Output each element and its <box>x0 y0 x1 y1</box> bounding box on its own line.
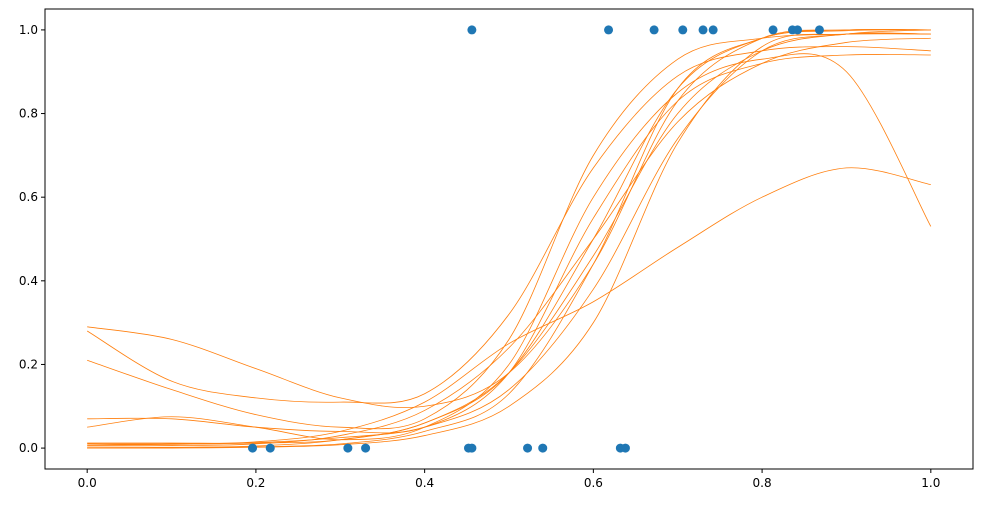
axes-frame <box>44 8 974 470</box>
y-tick-label: 0.6 <box>19 190 38 204</box>
data-point-6 <box>467 443 477 453</box>
data-point-1 <box>248 443 258 453</box>
curve-line-12 <box>87 29 931 446</box>
data-point-2 <box>265 443 275 453</box>
data-point-17 <box>768 25 778 35</box>
points-layer <box>248 25 824 453</box>
x-tick-label: 1.0 <box>921 476 940 490</box>
data-point-14 <box>678 25 688 35</box>
data-point-16 <box>708 25 718 35</box>
data-point-4 <box>361 443 371 453</box>
x-tick-label: 0.8 <box>753 476 772 490</box>
data-point-20 <box>814 25 824 35</box>
x-tick-label: 0.6 <box>584 476 603 490</box>
curve-line-3 <box>87 33 931 430</box>
y-tick-label: 1.0 <box>19 23 38 37</box>
data-point-11 <box>467 25 477 35</box>
curve-line-4 <box>87 53 931 434</box>
curve-line-11 <box>87 32 931 449</box>
curves-layer <box>86 28 932 449</box>
data-point-10 <box>620 443 630 453</box>
curve-line-5 <box>87 53 932 441</box>
data-point-13 <box>649 25 659 35</box>
data-point-8 <box>538 443 548 453</box>
y-axis: 0.0 0.2 0.4 0.6 0.8 1.0 <box>19 23 45 455</box>
data-point-15 <box>698 25 708 35</box>
data-point-19 <box>793 25 803 35</box>
y-tick-label: 0.4 <box>19 274 38 288</box>
data-point-7 <box>523 443 533 453</box>
y-tick-label: 0.2 <box>19 357 38 371</box>
curve-line-1 <box>87 28 931 409</box>
x-tick-label: 0.4 <box>415 476 434 490</box>
y-tick-label: 0.8 <box>19 107 38 121</box>
curve-line-2 <box>86 46 931 404</box>
curve-line-7 <box>87 37 931 447</box>
x-tick-label: 0.0 <box>78 476 97 490</box>
data-point-3 <box>343 443 353 453</box>
y-tick-label: 0.0 <box>19 441 38 455</box>
x-axis: 0.0 0.2 0.4 0.6 0.8 1.0 <box>78 469 940 490</box>
x-tick-label: 0.2 <box>246 476 265 490</box>
data-point-12 <box>604 25 614 35</box>
